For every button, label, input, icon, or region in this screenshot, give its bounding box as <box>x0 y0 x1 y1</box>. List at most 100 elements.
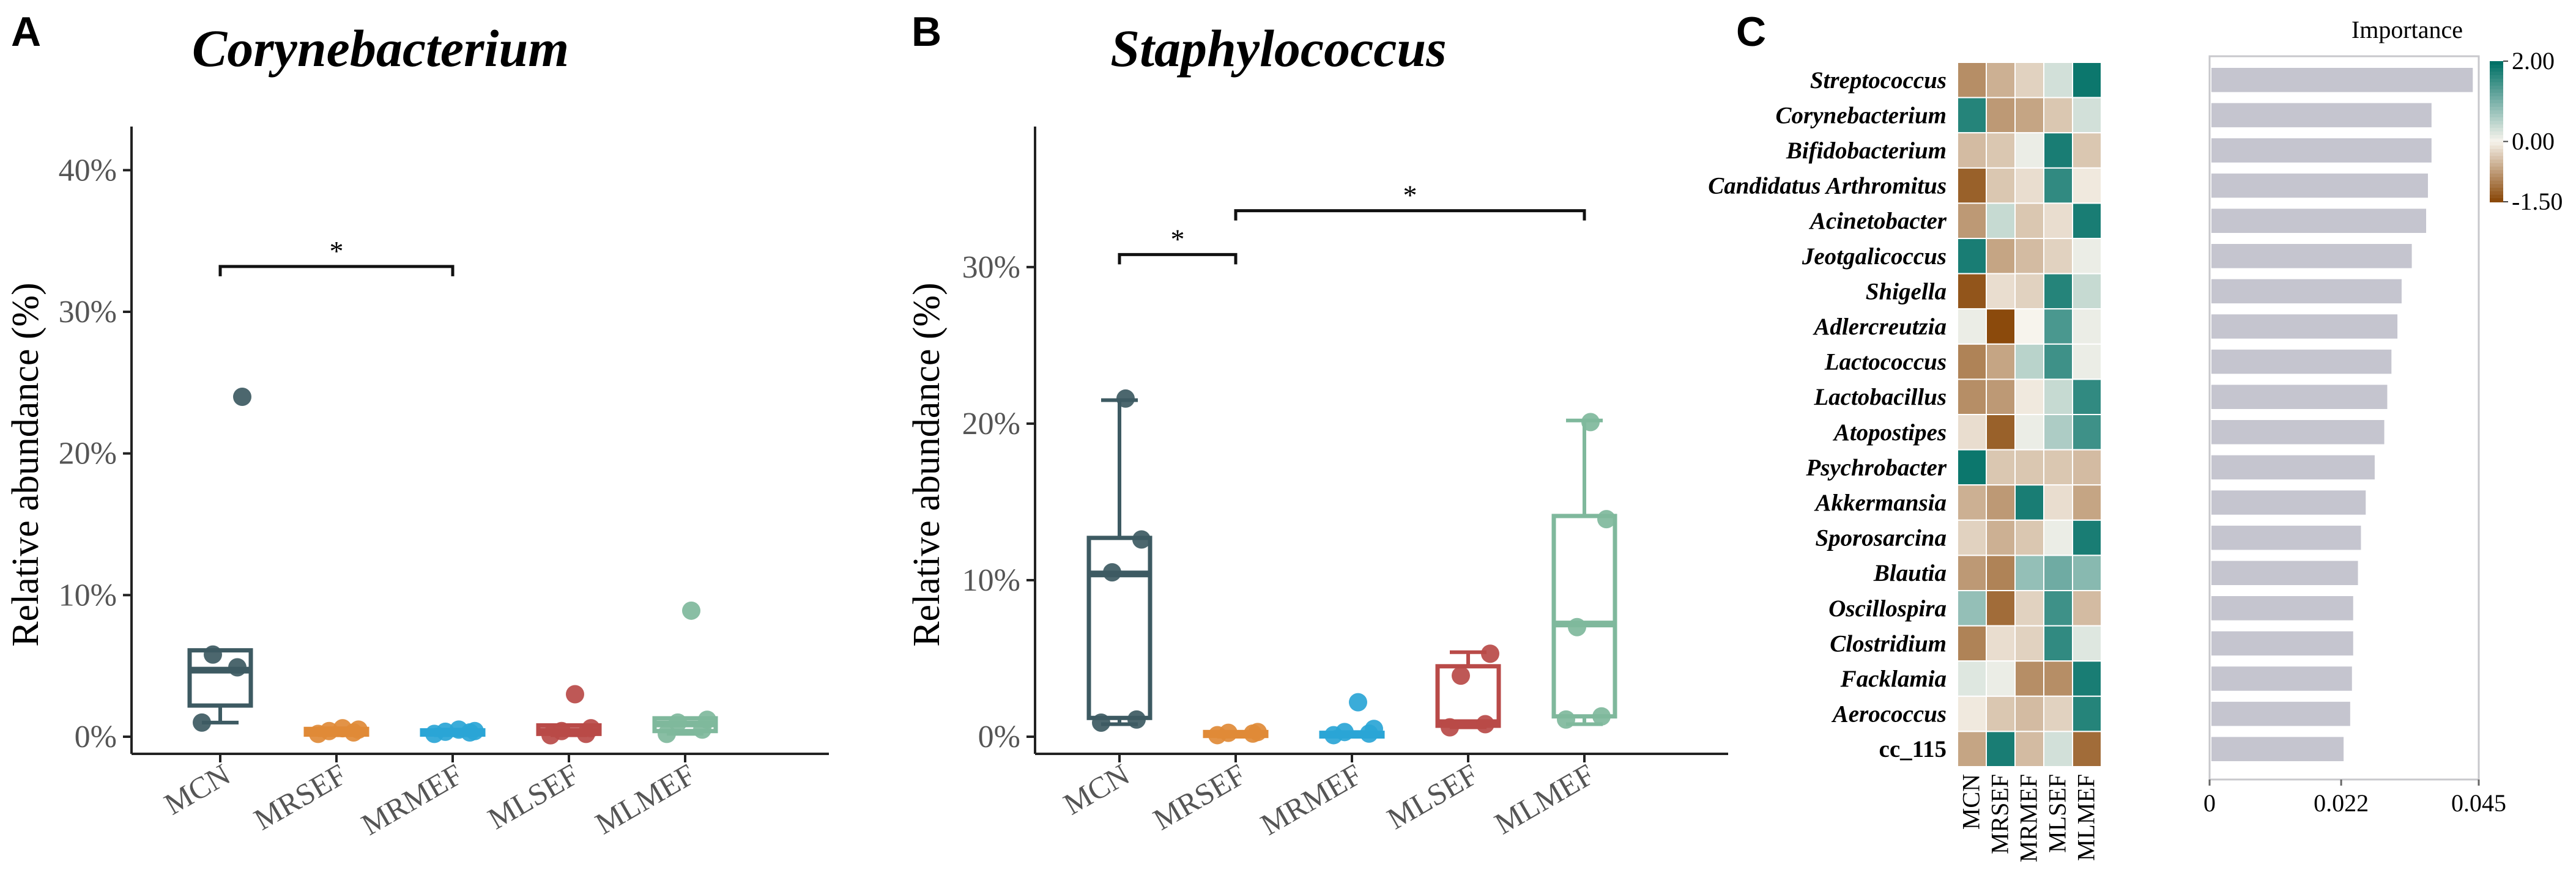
heatmap-row-label: Bifidobacterium <box>1786 138 1947 164</box>
heatmap-row-label: Candidatus Arthromitus <box>1708 173 1947 199</box>
importance-bar <box>2211 349 2392 374</box>
data-point <box>1568 617 1586 636</box>
importance-bar <box>2211 314 2398 339</box>
panel-b-y-ticks: 0% 10% 20% 30% <box>962 250 1035 754</box>
heatmap-cell <box>2072 62 2102 98</box>
panel-a: A Corynebacterium Relative abundance (%)… <box>5 9 829 842</box>
heatmap-cell <box>1986 202 2016 239</box>
legend-gradient-step <box>2490 96 2503 101</box>
legend-gradient-step <box>2490 82 2503 87</box>
legend-gradient-step <box>2490 124 2503 129</box>
legend-gradient-step <box>2490 103 2503 108</box>
a-x-tick-label: MRSEF <box>248 757 352 836</box>
heatmap-cell <box>2014 273 2044 310</box>
a-y-tick-label: 30% <box>59 295 117 330</box>
heatmap-row-label: Facklamia <box>1840 666 1947 692</box>
legend-gradient-step <box>2490 131 2503 136</box>
b-y-tick-label: 0% <box>978 720 1020 754</box>
heatmap-row-label: Acinetobacter <box>1808 208 1947 234</box>
importance-x-ticks: 0 0.022 0.045 <box>2203 780 2506 817</box>
heatmap-cell <box>2072 132 2102 169</box>
panel-a-y-ticks: 0% 10% 20% 30% 40% <box>59 153 132 754</box>
panel-c-label: C <box>1736 9 1766 55</box>
panel-c-row-labels: Streptococcus Corynebacterium Bifidobacter… <box>1708 67 1947 762</box>
b-significance-bracket <box>1118 253 1238 265</box>
panel-a-significance: * <box>218 235 455 276</box>
heatmap-cell <box>2072 625 2102 662</box>
heatmap-cell <box>2043 731 2073 768</box>
heatmap-cell <box>1986 132 2016 169</box>
heatmap-cell <box>1986 590 2016 627</box>
heatmap-row-label: Aerococcus <box>1831 701 1947 728</box>
data-point <box>233 388 251 406</box>
heatmap-cell <box>1986 273 2016 310</box>
data-point <box>450 720 468 739</box>
data-point <box>566 685 584 704</box>
heatmap-cell <box>2072 414 2102 451</box>
heatmap-cell <box>2072 238 2102 275</box>
importance-title: Importance <box>2351 16 2463 43</box>
data-point <box>1452 666 1470 685</box>
heatmap-cell <box>2043 62 2073 98</box>
legend-gradient-step <box>2490 138 2503 143</box>
legend-gradient-step <box>2490 117 2503 122</box>
importance-bars <box>2211 68 2473 761</box>
heatmap-cell <box>2072 555 2102 592</box>
heatmap-cell <box>2014 414 2044 451</box>
heatmap-cell <box>1986 343 2016 380</box>
heatmap-column-label: MLSEF <box>2044 774 2071 853</box>
legend-gradient-step <box>2490 114 2503 118</box>
legend-gradient-step <box>2490 135 2503 139</box>
heatmap-cell <box>1957 62 1987 98</box>
panel-a-label: A <box>11 9 41 55</box>
a-y-tick-label: 0% <box>75 720 117 754</box>
legend-gradient-step <box>2490 188 2503 192</box>
legend-gradient-step <box>2490 86 2503 90</box>
heatmap-cell <box>2043 378 2073 416</box>
heatmap-cell <box>2014 308 2044 345</box>
heatmap-cell <box>2014 731 2044 768</box>
data-point <box>436 722 455 741</box>
heatmap-cell <box>1957 97 1987 134</box>
heatmap-cell <box>1957 519 1987 556</box>
heatmap-cell <box>1957 343 1987 380</box>
heatmap-cell <box>2043 484 2073 521</box>
heatmap-cell <box>2072 590 2102 627</box>
heatmap-row-label: Shigella <box>1866 278 1947 304</box>
data-point <box>1581 413 1600 432</box>
data-point <box>1116 389 1135 408</box>
heatmap-cell <box>2014 555 2044 592</box>
legend-gradient-step <box>2490 152 2503 157</box>
b-significance-star: * <box>1171 223 1185 254</box>
heatmap-cell <box>2043 414 2073 451</box>
a-box-mrsef <box>303 719 369 743</box>
heatmap-cell <box>1957 555 1987 592</box>
heatmap-cell <box>2014 62 2044 98</box>
b-y-tick-label: 20% <box>962 407 1020 441</box>
panel-a-y-axis-title: Relative abundance (%) <box>5 282 46 647</box>
data-point <box>1092 713 1110 732</box>
heatmap-cell <box>1957 414 1987 451</box>
heatmap-cell <box>2043 660 2073 697</box>
heatmap-cell <box>1986 449 2016 486</box>
data-point <box>1592 707 1611 726</box>
heatmap-cell <box>2014 97 2044 134</box>
a-x-tick-label: MLMEF <box>590 757 701 841</box>
heatmap-cell <box>1986 484 2016 521</box>
heatmap-cell <box>1986 238 2016 275</box>
heatmap-cell <box>2014 484 2044 521</box>
data-point <box>658 724 676 743</box>
heatmap-cell <box>1986 695 2016 732</box>
heatmap-cell <box>2043 695 2073 732</box>
legend-gradient-step <box>2490 64 2503 69</box>
legend-gradient-step <box>2490 184 2503 188</box>
heatmap-cell <box>1986 660 2016 697</box>
legend-gradient-step <box>2490 106 2503 111</box>
heatmap-cell <box>2072 484 2102 521</box>
importance-bar <box>2211 701 2350 726</box>
heatmap-cell <box>2072 695 2102 732</box>
data-point <box>1219 723 1238 742</box>
heatmap-cell <box>2072 660 2102 697</box>
b-box-mrsef <box>1203 723 1269 745</box>
